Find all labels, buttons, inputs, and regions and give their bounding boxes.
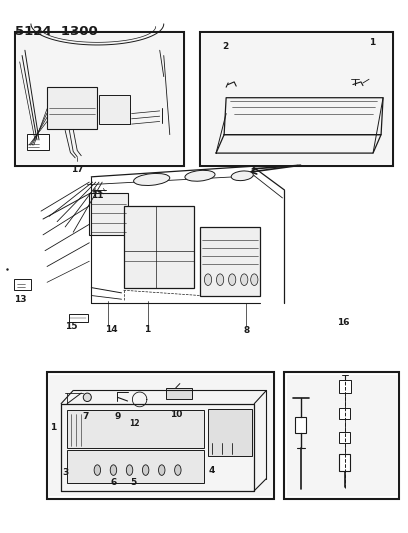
Bar <box>49 375 273 496</box>
Bar <box>14 279 31 290</box>
Text: 9: 9 <box>115 412 121 421</box>
Bar <box>339 454 350 471</box>
Text: 17: 17 <box>71 165 84 174</box>
Bar <box>200 32 393 166</box>
Text: 1: 1 <box>144 325 151 334</box>
Text: 4: 4 <box>209 466 215 475</box>
Bar <box>47 372 275 498</box>
Ellipse shape <box>231 171 253 181</box>
Bar <box>166 388 192 399</box>
Bar <box>284 372 399 498</box>
Text: 3: 3 <box>62 469 69 478</box>
Bar <box>295 417 306 433</box>
Bar <box>15 32 184 166</box>
Bar <box>100 95 130 124</box>
Bar <box>69 314 89 322</box>
Bar <box>202 35 391 164</box>
Text: 5124  1300: 5124 1300 <box>15 25 98 38</box>
Text: 7: 7 <box>82 412 89 421</box>
Text: 1: 1 <box>50 423 57 432</box>
Text: 2: 2 <box>222 42 228 51</box>
Ellipse shape <box>241 274 248 286</box>
Ellipse shape <box>142 465 149 475</box>
Text: 8: 8 <box>243 326 249 335</box>
Bar <box>67 410 204 448</box>
Ellipse shape <box>251 274 258 286</box>
Ellipse shape <box>175 465 181 475</box>
Bar <box>67 450 204 483</box>
Ellipse shape <box>133 173 170 185</box>
Bar <box>17 35 182 164</box>
Text: 15: 15 <box>65 322 78 331</box>
Text: 6: 6 <box>111 478 117 487</box>
Ellipse shape <box>228 274 236 286</box>
Bar <box>47 87 98 130</box>
Bar <box>339 380 351 393</box>
Bar <box>208 409 252 456</box>
Text: 10: 10 <box>170 410 182 419</box>
Text: 5: 5 <box>130 478 136 487</box>
Text: 11: 11 <box>91 190 104 199</box>
Bar <box>89 192 128 235</box>
Ellipse shape <box>217 274 224 286</box>
Bar <box>286 375 397 496</box>
Ellipse shape <box>159 465 165 475</box>
Text: 16: 16 <box>337 318 349 327</box>
Text: 1: 1 <box>369 38 375 47</box>
Text: 13: 13 <box>14 295 27 304</box>
Ellipse shape <box>83 393 91 401</box>
Bar <box>339 432 350 443</box>
Ellipse shape <box>185 171 215 181</box>
Ellipse shape <box>94 465 100 475</box>
Ellipse shape <box>110 465 117 475</box>
Text: 14: 14 <box>105 325 118 334</box>
Text: 12: 12 <box>130 419 140 429</box>
Ellipse shape <box>126 465 133 475</box>
Bar <box>339 408 350 419</box>
Ellipse shape <box>204 274 212 286</box>
Bar <box>200 227 260 295</box>
Bar <box>124 206 194 288</box>
Bar <box>27 134 49 150</box>
